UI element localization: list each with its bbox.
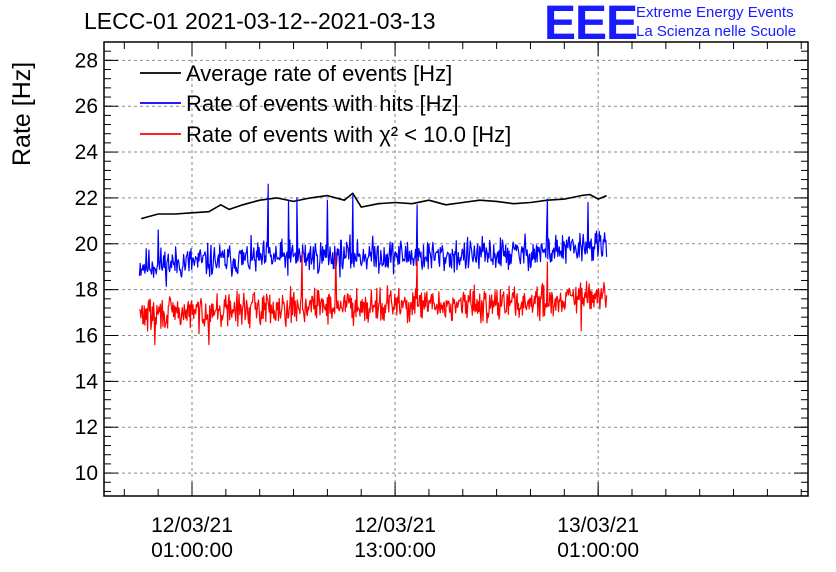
legend-label-2: Rate of events with χ² < 10.0 [Hz] (186, 122, 511, 147)
x-tick-label-time: 01:00:00 (557, 539, 639, 562)
legend-label-1: Rate of events with hits [Hz] (186, 91, 459, 116)
x-tick-label-date: 12/03/21 (354, 514, 436, 537)
y-tick-label: 18 (75, 279, 98, 302)
y-tick-label: 12 (75, 416, 98, 439)
x-tick-label-time: 01:00:00 (151, 539, 233, 562)
eee-logo: EEE (544, 0, 638, 50)
chart-title: LECC-01 2021-03-12--2021-03-13 (84, 8, 436, 34)
x-tick-label-time: 13:00:00 (354, 539, 436, 562)
y-tick-label: 14 (75, 370, 99, 393)
y-tick-label: 10 (75, 462, 98, 485)
series-line-2 (138, 252, 608, 346)
y-tick-label: 22 (75, 187, 98, 210)
logo-caption-line2: La Scienza nelle Scuole (636, 23, 797, 40)
logo-caption-line1: Extreme Energy Events (636, 4, 794, 21)
series-line-1 (138, 183, 608, 287)
logo-caption: Extreme Energy Events La Scienza nelle S… (636, 3, 796, 41)
axes: 1012141618202224262812/03/2101:00:0012/0… (75, 41, 809, 562)
plot-frame (103, 41, 809, 497)
x-tick-label-date: 13/03/21 (557, 514, 639, 537)
legend: Average rate of events [Hz] Rate of event… (140, 61, 511, 147)
y-tick-label: 24 (75, 141, 99, 164)
grid (104, 42, 808, 496)
y-tick-label: 26 (75, 95, 98, 118)
y-tick-label: 20 (75, 233, 98, 256)
x-tick-label-date: 12/03/21 (151, 514, 233, 537)
legend-label-0: Average rate of events [Hz] (186, 61, 452, 86)
series-line-0 (140, 192, 607, 220)
series-layer (138, 183, 608, 346)
y-tick-label: 16 (75, 324, 98, 347)
y-tick-label: 28 (75, 49, 98, 72)
